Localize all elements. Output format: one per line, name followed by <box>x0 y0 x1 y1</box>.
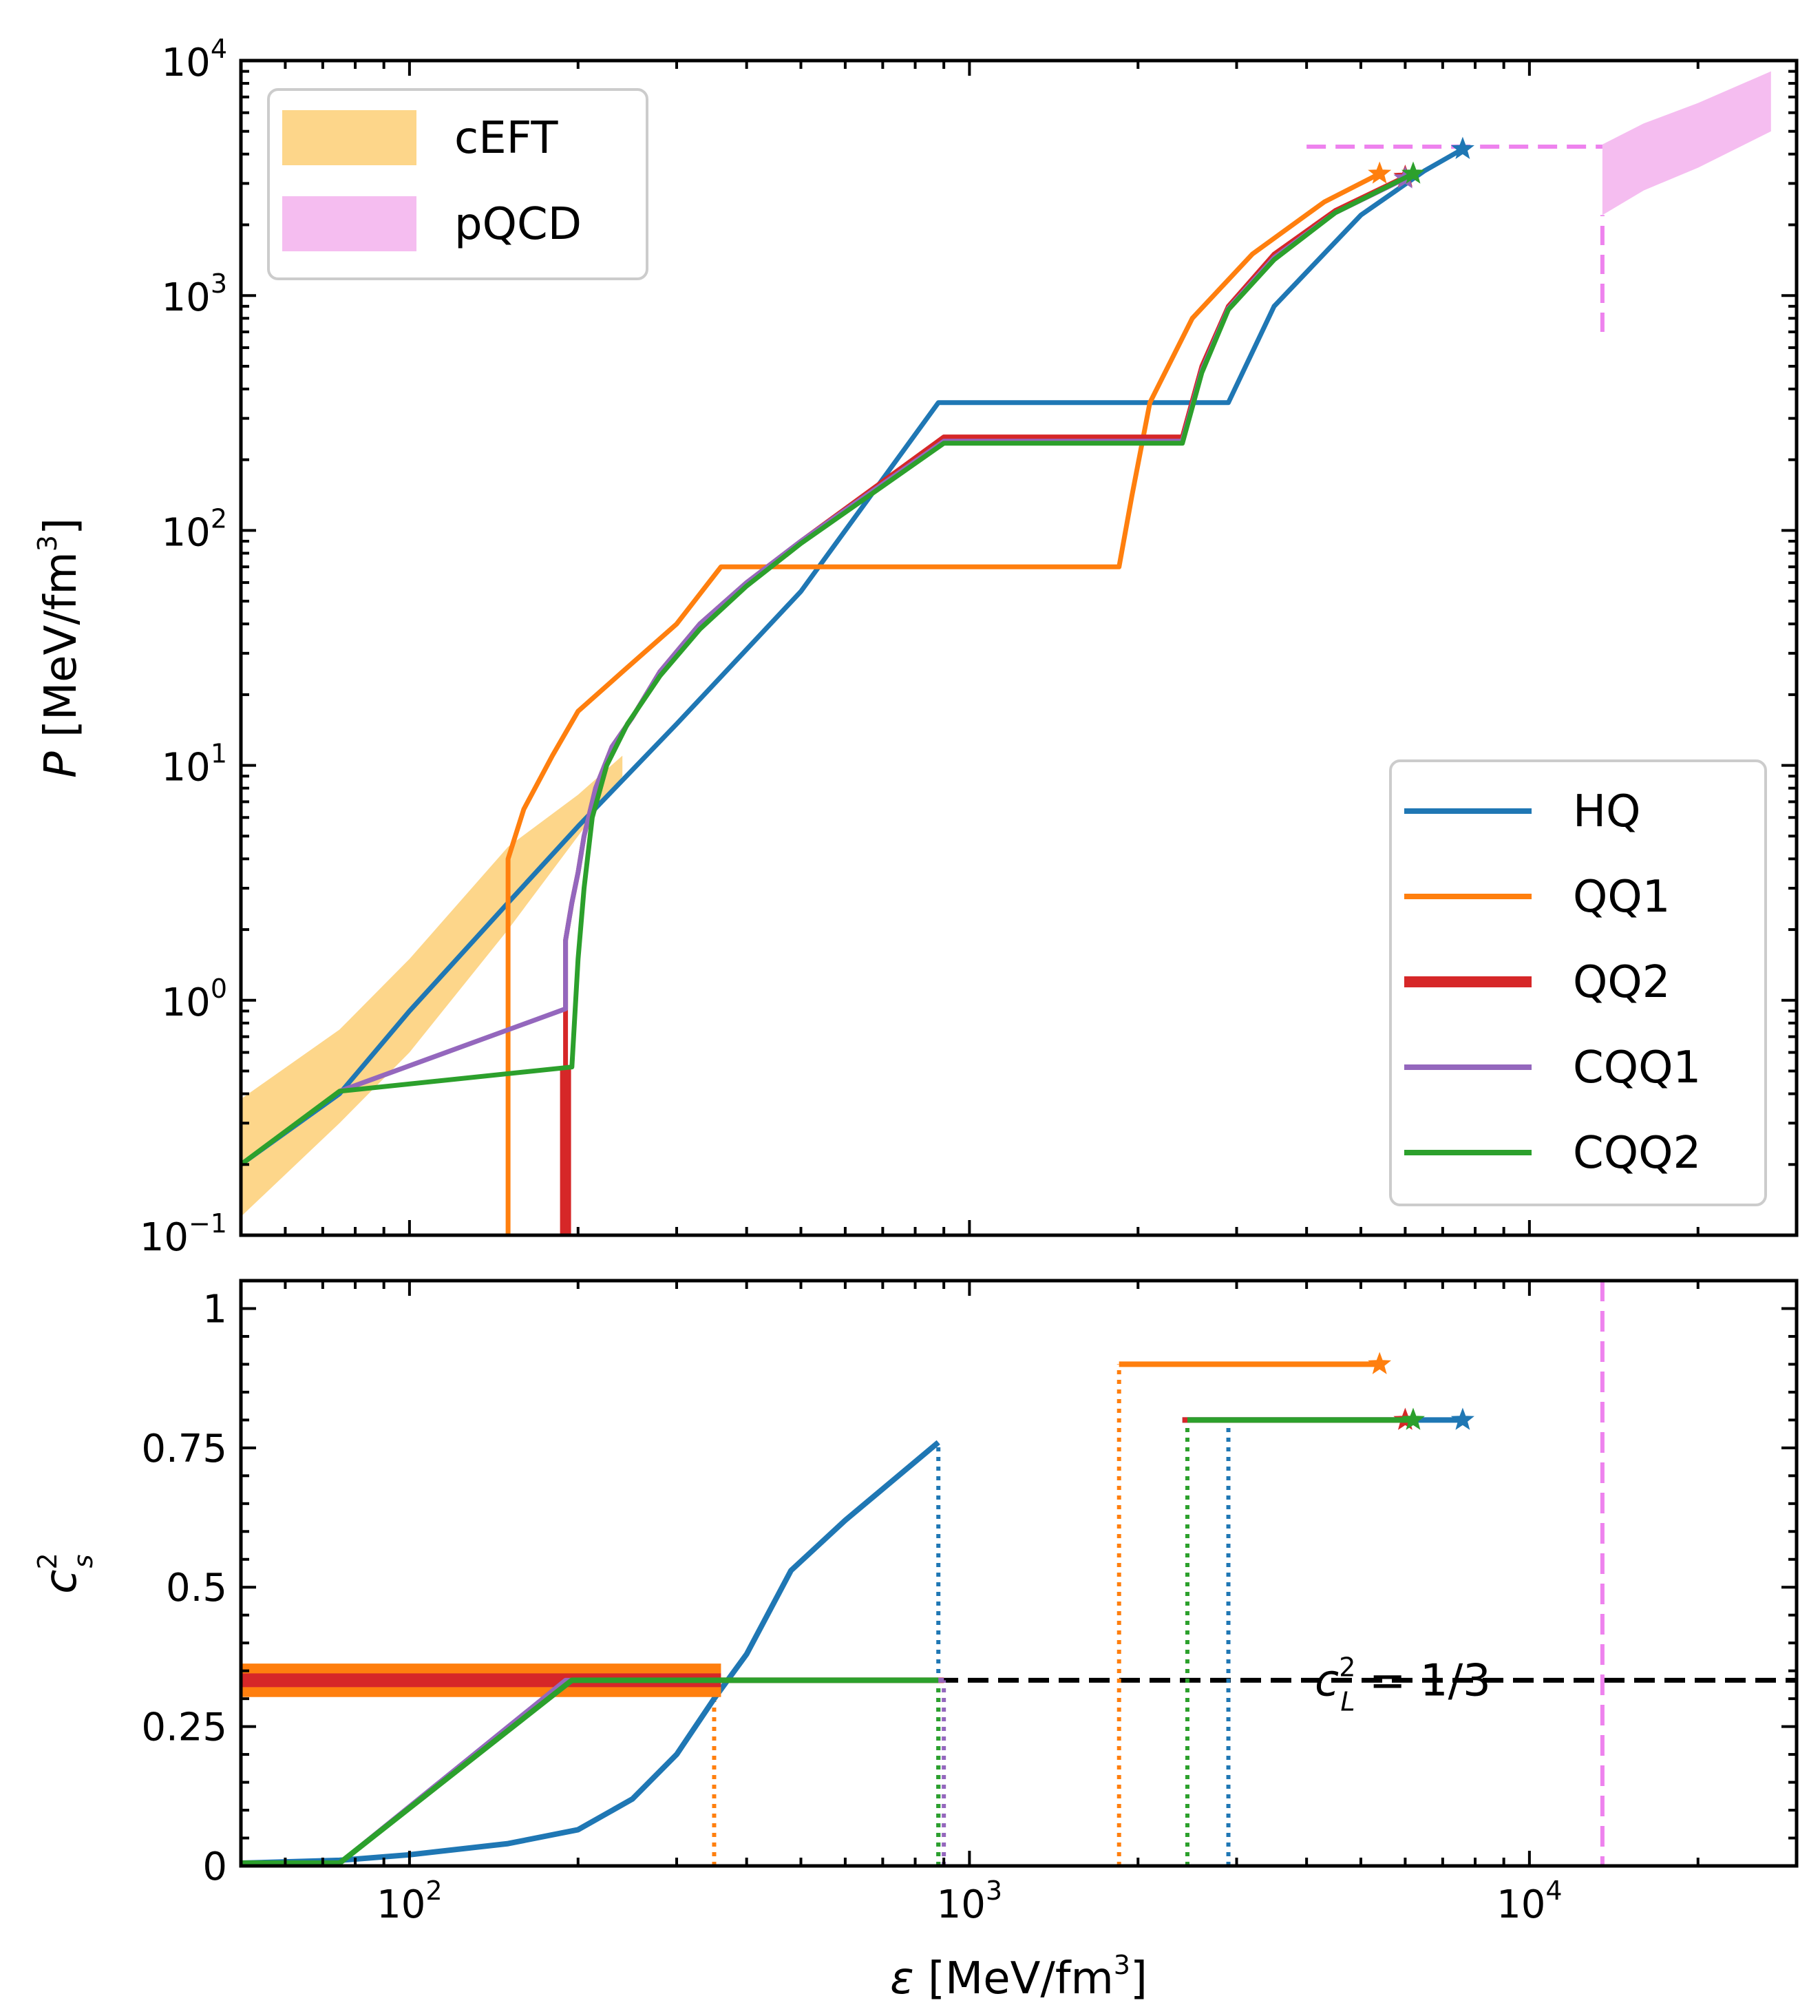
series-CQQ2 <box>241 1677 939 1866</box>
sound-speed-y-axis-label: c2 s <box>32 1553 98 1593</box>
y-tick-label: 103 <box>162 269 227 320</box>
pressure-plot-area <box>241 71 1771 1235</box>
legend-label-cEFT: cEFT <box>454 113 558 164</box>
endpoint-star-CQQ2 <box>1401 161 1425 184</box>
pressure-y-axis-label: P [MeV/fm3] <box>32 518 87 778</box>
legend-label-CQQ2: CQQ2 <box>1573 1128 1701 1179</box>
y-tick-label: 101 <box>162 739 227 790</box>
y-tick-label: 10−1 <box>140 1208 227 1260</box>
series-HQ <box>241 1440 940 1866</box>
y-tick-label: 1 <box>202 1287 227 1332</box>
line-legend: HQ QQ1 QQ2 CQQ1 CQQ2 <box>1389 759 1767 1206</box>
y-tick-label: 0 <box>202 1845 227 1889</box>
legend-label-CQQ1: CQQ1 <box>1573 1042 1701 1093</box>
series-CQQ1 <box>339 176 1406 1094</box>
sound-speed-plot-area: c2 L = 1/3 <box>241 1281 1797 1866</box>
y-tick-label: 102 <box>162 503 227 555</box>
legend-label-HQ: HQ <box>1573 786 1641 837</box>
x-tick-label: 103 <box>937 1876 1002 1927</box>
series-CQQ1 <box>241 1677 944 1866</box>
y-tick-label: 0.25 <box>141 1705 227 1750</box>
y-tick-label: 100 <box>162 974 227 1025</box>
pressure-ticks: 10−1 100 101 102 103 104 <box>140 34 1798 1260</box>
legend-swatch-cEFT <box>282 110 416 165</box>
legend-label-pQCD: pQCD <box>454 199 582 250</box>
legend-label-QQ2: QQ2 <box>1573 957 1670 1008</box>
sound-speed-ticks: 0 0.25 0.5 0.75 1 102 103 104 <box>141 1281 1798 1927</box>
endpoint-star-QQ1 <box>1368 161 1392 184</box>
endpoint-star-CQQ2-upper <box>1401 1407 1425 1430</box>
y-tick-label: 0.75 <box>141 1427 227 1471</box>
conformal-annotation: c2 L = 1/3 <box>1315 1652 1491 1716</box>
legend-label-QQ1: QQ1 <box>1573 872 1670 923</box>
pQCD-band <box>1602 71 1771 216</box>
endpoint-star-HQ-upper <box>1450 1407 1474 1430</box>
legend-swatch-pQCD <box>282 196 416 251</box>
sound-speed-panel: c2 L = 1/3 0 0.25 0.5 0.75 1 102 103 104 c2 s ε [… <box>32 1279 1799 2004</box>
pressure-axes-frame <box>239 59 1799 1237</box>
x-tick-label: 104 <box>1496 1876 1562 1927</box>
series-CQQ2 <box>241 171 1415 1167</box>
line-legend-frame <box>1389 759 1767 1206</box>
series-QQ1 <box>505 171 1381 1235</box>
y-tick-label: 0.5 <box>166 1566 227 1610</box>
y-tick-label: 104 <box>162 34 227 85</box>
endpoint-star-QQ1-upper <box>1368 1352 1392 1374</box>
sound-speed-axes-frame <box>239 1279 1799 1868</box>
band-legend: cEFT pQCD <box>267 88 648 280</box>
x-tick-label: 102 <box>377 1876 442 1927</box>
series-QQ2-upper <box>563 174 1406 1067</box>
endpoint-star-HQ <box>1450 136 1474 160</box>
x-axis-label: ε [MeV/fm3] <box>890 1950 1147 2004</box>
pressure-panel: 10−1 100 101 102 103 104 cEFT pQCD HQ QQ1 QQ2 CQQ… <box>32 34 1799 1260</box>
